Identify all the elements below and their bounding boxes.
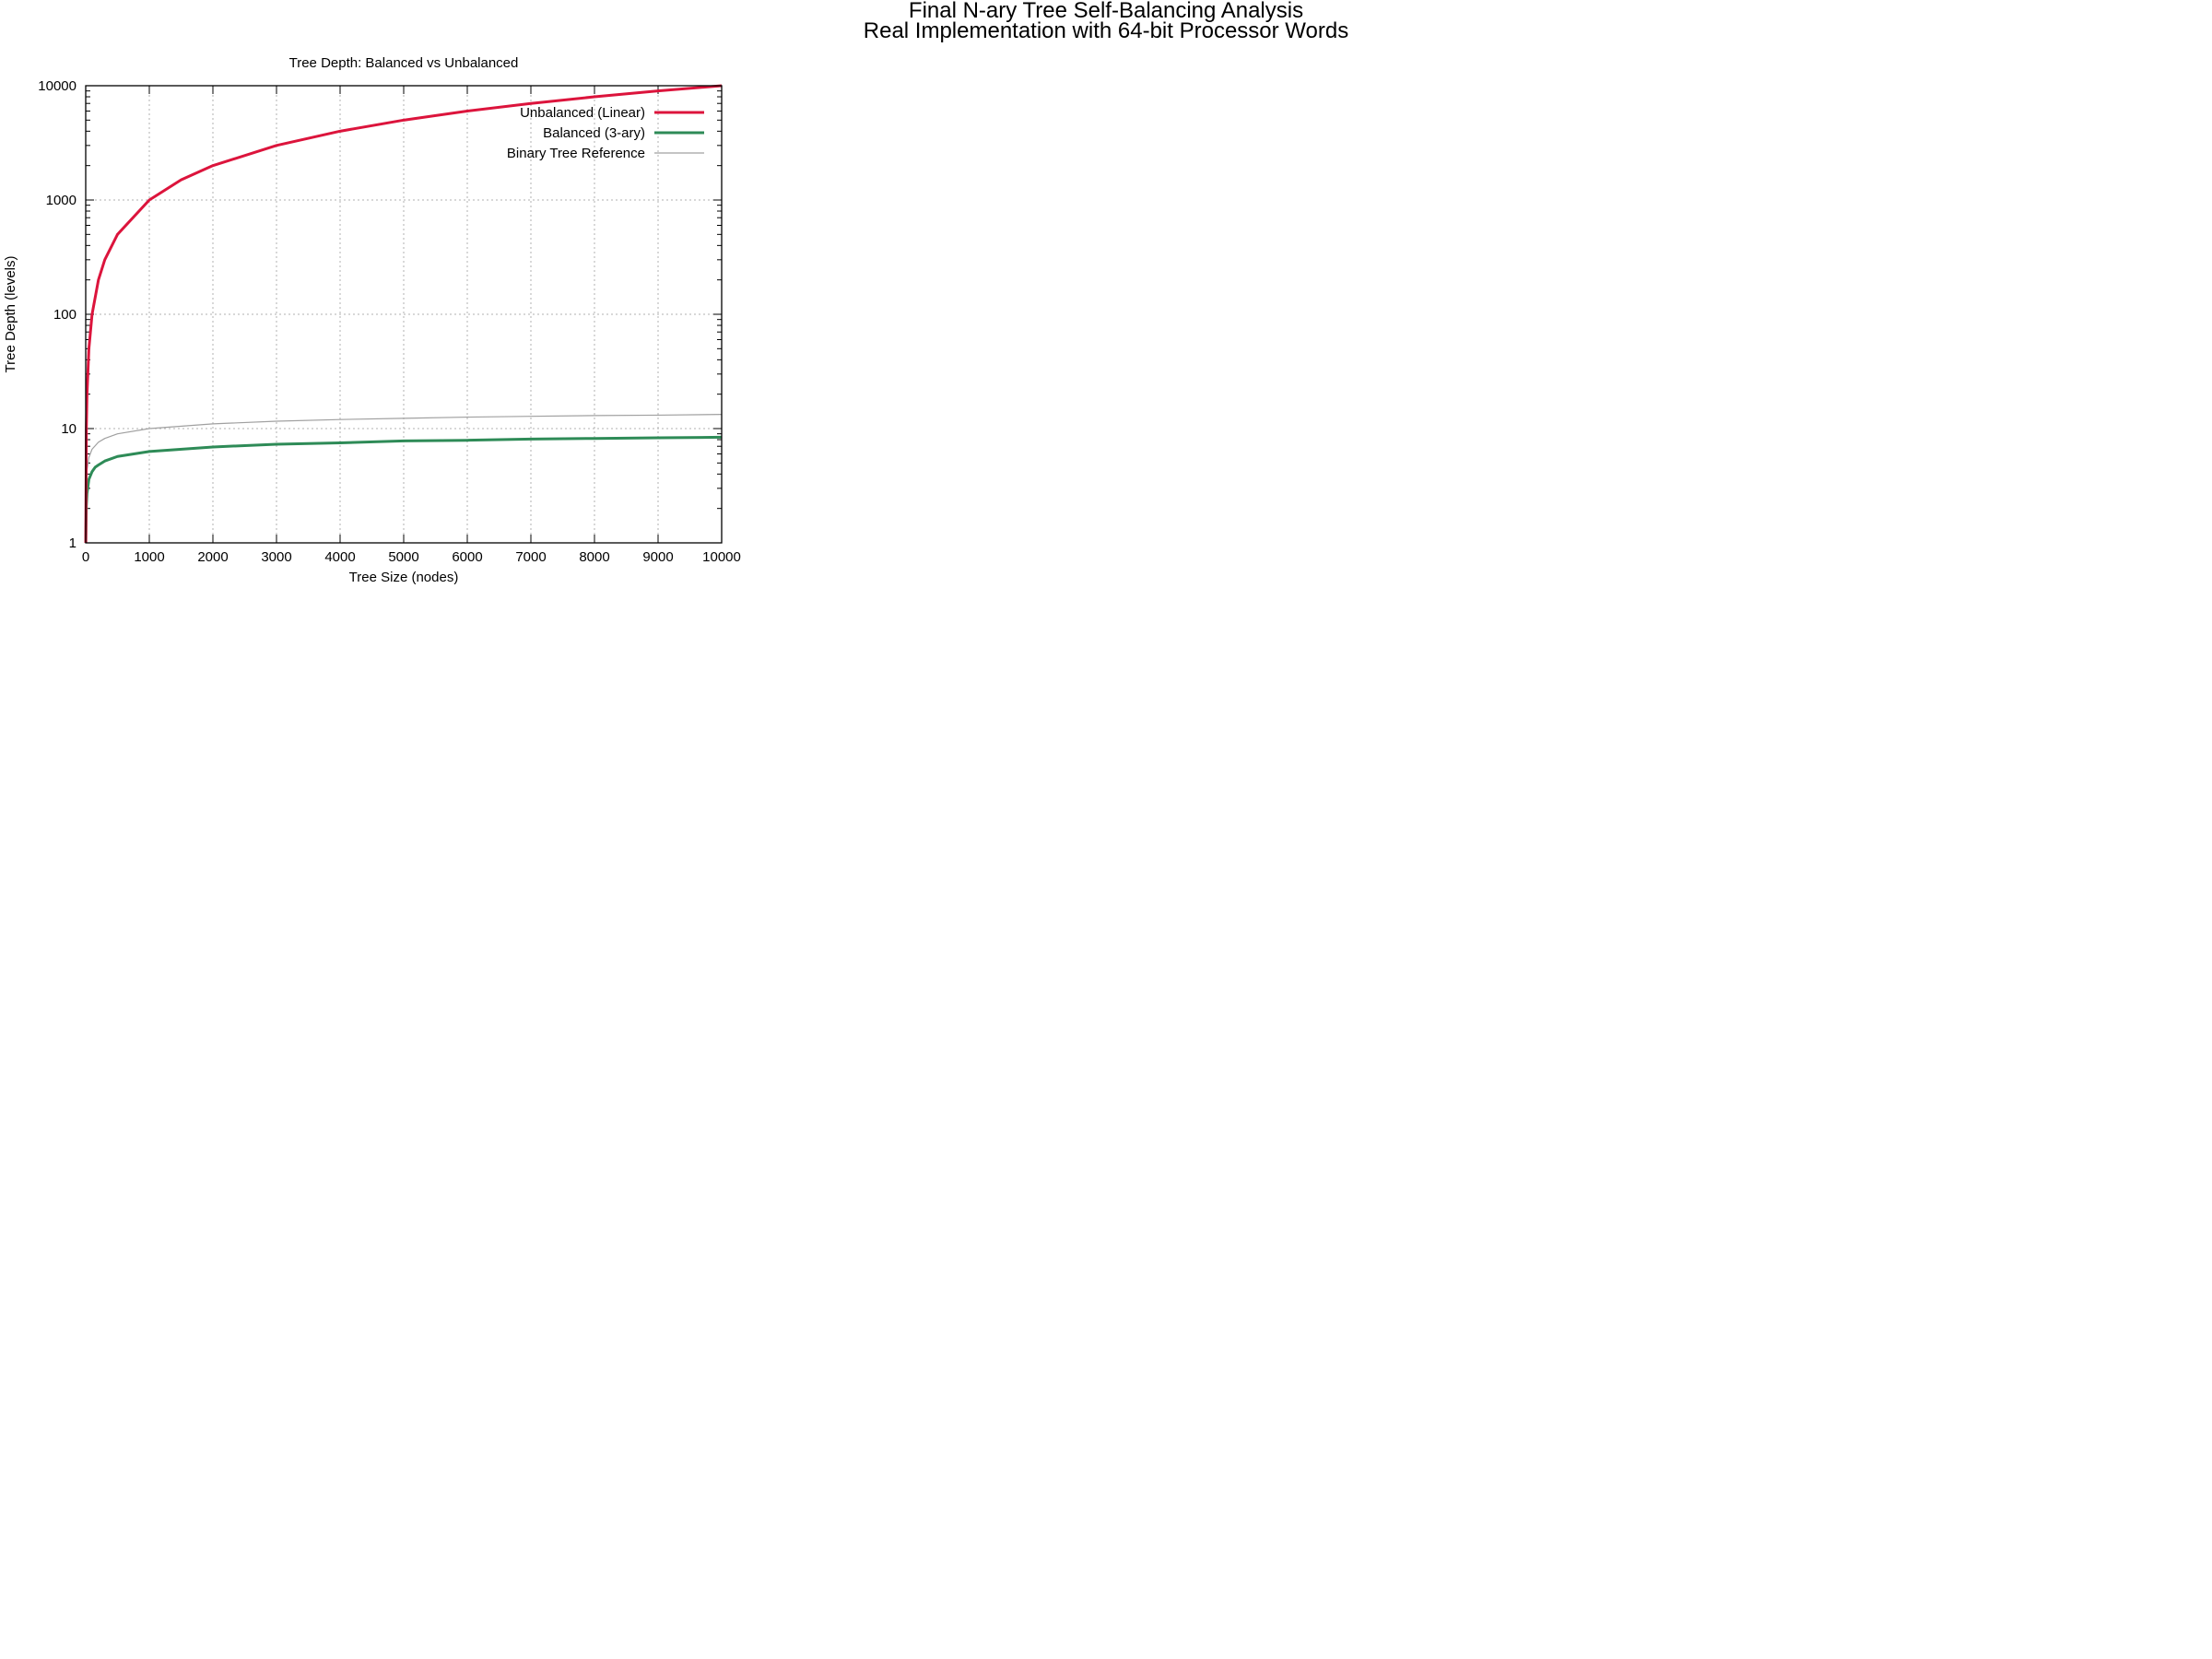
plot-frame bbox=[85, 85, 723, 544]
y-tick-label: 1000 bbox=[46, 193, 76, 208]
series-lines bbox=[84, 84, 723, 544]
y-axis-label: Tree Depth (levels) bbox=[3, 256, 18, 373]
x-tick-label: 4000 bbox=[324, 549, 355, 565]
x-tick-label: 10000 bbox=[702, 549, 741, 565]
chart-title: Tree Depth: Balanced vs Unbalanced bbox=[289, 55, 519, 71]
x-axis-label: Tree Size (nodes) bbox=[349, 570, 459, 585]
x-tick-label: 8000 bbox=[579, 549, 609, 565]
y-tick-label: 10 bbox=[61, 421, 76, 437]
legend-label: Binary Tree Reference bbox=[507, 146, 645, 161]
x-tick-label: 0 bbox=[82, 549, 89, 565]
x-tick-label: 3000 bbox=[261, 549, 291, 565]
x-tick-label: 5000 bbox=[388, 549, 418, 565]
x-tick-label: 1000 bbox=[134, 549, 164, 565]
x-tick-label: 2000 bbox=[197, 549, 228, 565]
legend-label: Balanced (3-ary) bbox=[543, 125, 645, 141]
page-title: Final N-ary Tree Self-Balancing Analysis bbox=[908, 0, 1304, 23]
x-tick-label: 6000 bbox=[452, 549, 482, 565]
series-line bbox=[85, 414, 723, 544]
page-subtitle: Real Implementation with 64-bit Processo… bbox=[863, 18, 1349, 43]
grid bbox=[86, 86, 722, 543]
legend: Unbalanced (Linear) Balanced (3-ary) Binar… bbox=[507, 105, 704, 161]
y-tick-label: 1 bbox=[69, 535, 76, 551]
axis-ticks: 0 1000 2000 3000 4000 5000 6000 7000 8000 9000 100… bbox=[38, 78, 741, 565]
x-tick-label: 7000 bbox=[515, 549, 546, 565]
series-line bbox=[84, 84, 723, 544]
series-line bbox=[84, 435, 723, 544]
y-tick-label: 10000 bbox=[38, 78, 76, 94]
x-tick-label: 9000 bbox=[642, 549, 673, 565]
legend-label: Unbalanced (Linear) bbox=[520, 105, 645, 121]
y-tick-label: 100 bbox=[53, 307, 76, 323]
